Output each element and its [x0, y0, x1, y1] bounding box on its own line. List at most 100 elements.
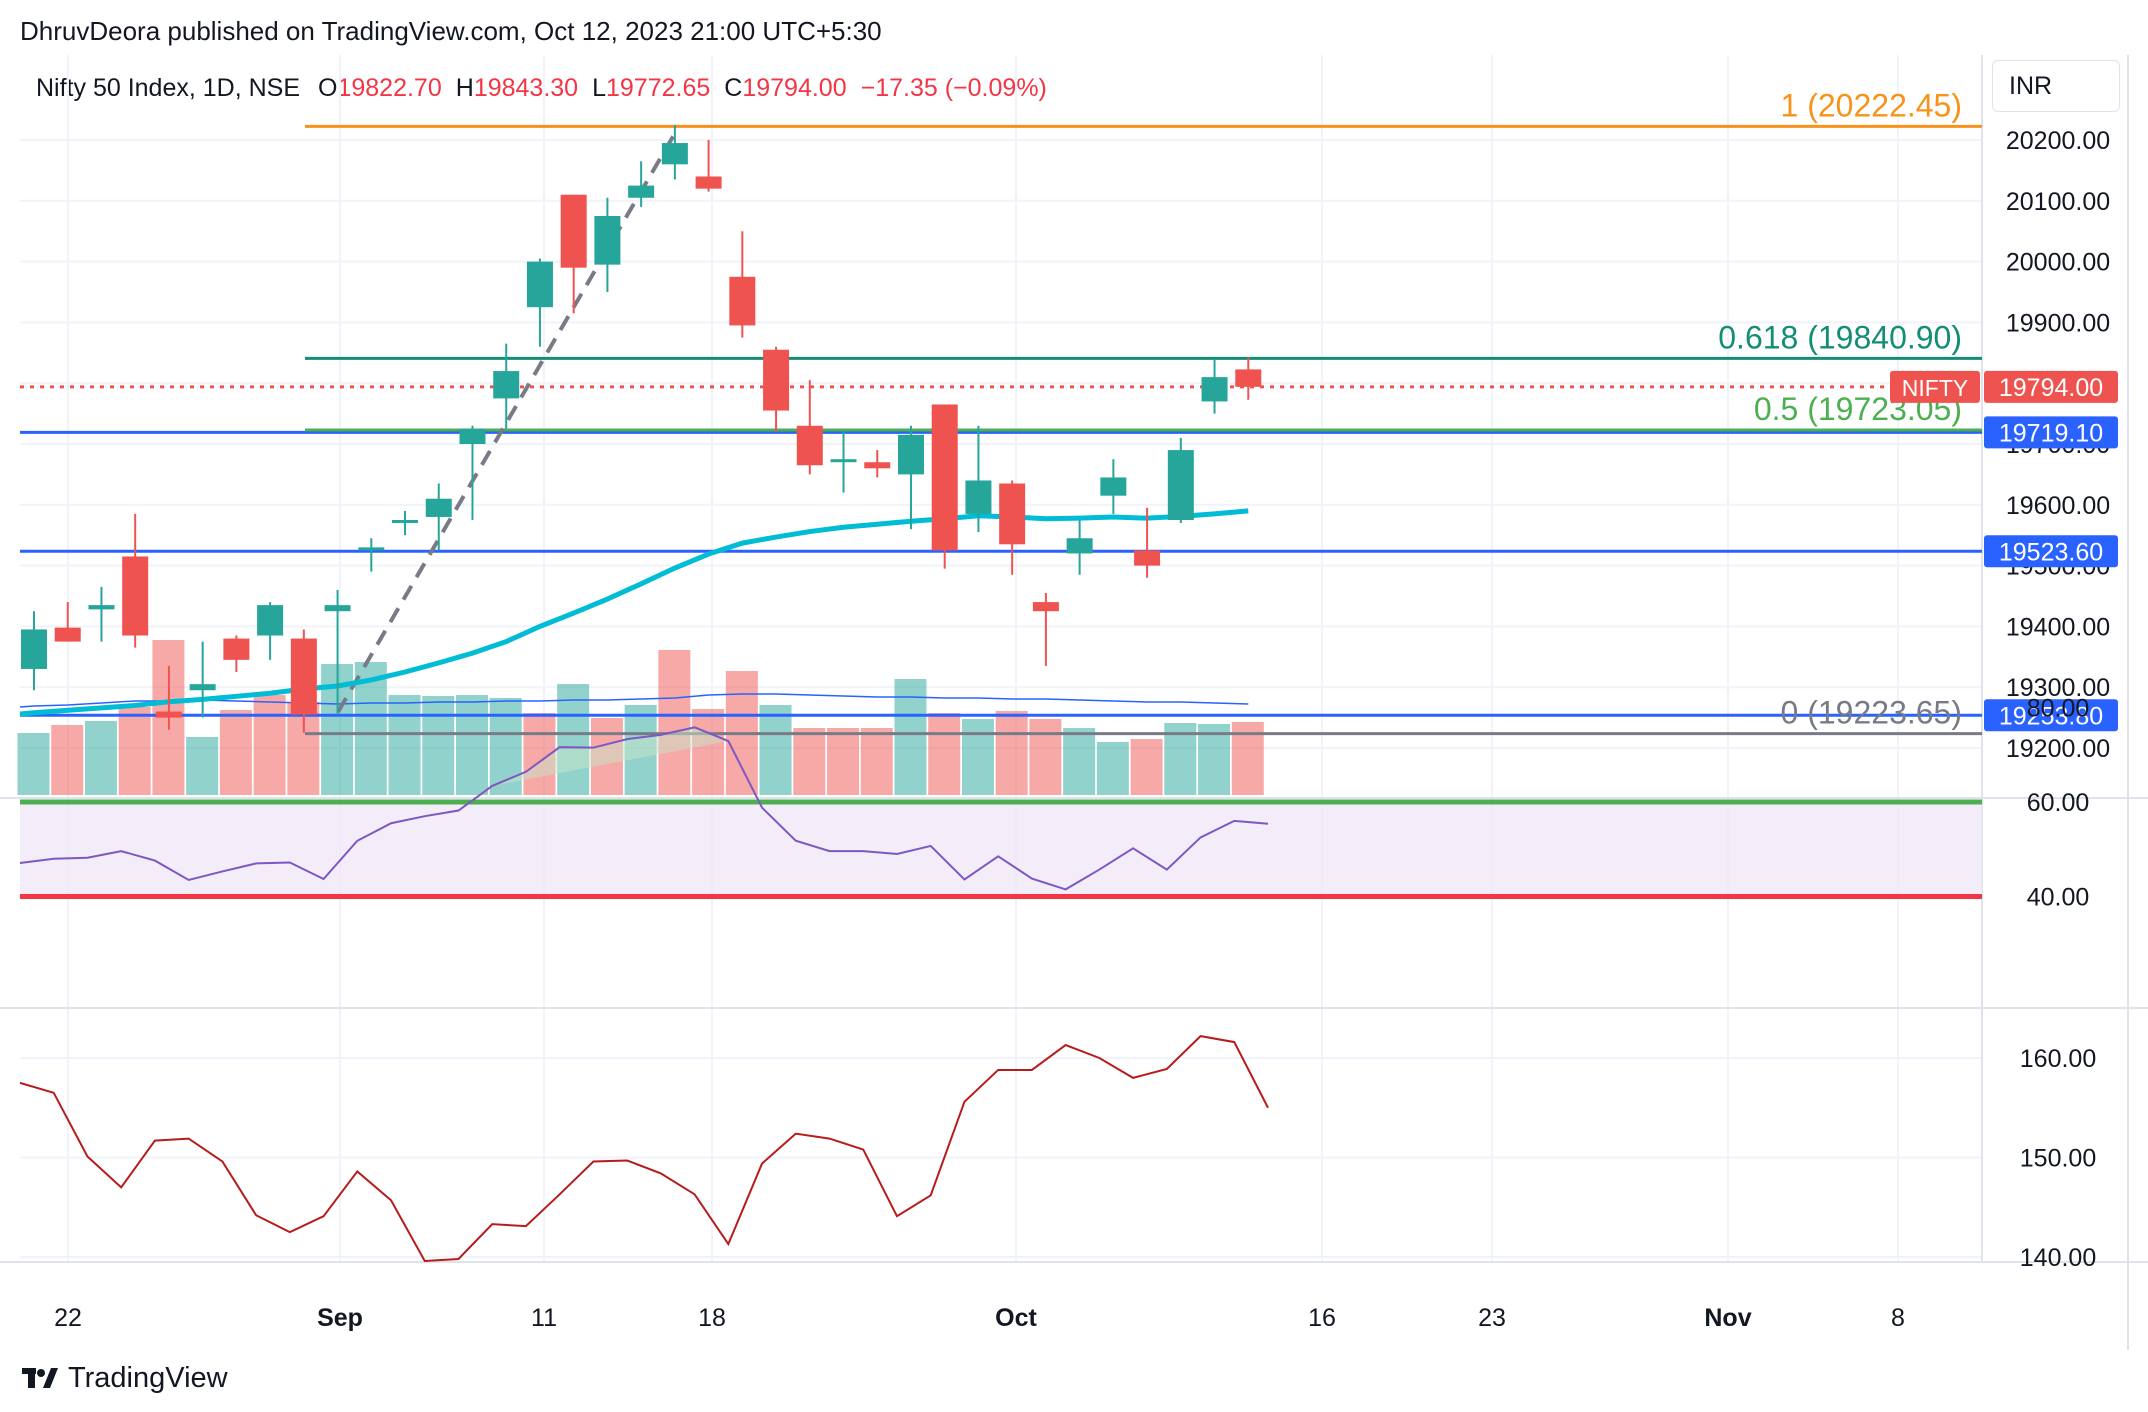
candle-body — [661, 143, 688, 165]
candle-body — [1066, 538, 1093, 554]
price-tag-box — [1984, 535, 2118, 568]
volume-bar — [995, 711, 1028, 795]
candle-body — [1134, 550, 1161, 566]
candle-body — [1201, 377, 1228, 402]
close-label: C — [724, 74, 743, 102]
candle-body — [1032, 602, 1059, 612]
candle-body — [864, 462, 891, 469]
time-axis-label: 22 — [54, 1304, 82, 1332]
close-value: 19794.00 — [742, 74, 847, 102]
candle-body — [763, 349, 790, 411]
price-axis-label: 19200.00 — [2006, 735, 2110, 763]
volume-bar — [186, 737, 219, 795]
tradingview-logo[interactable]: TradingView — [22, 1362, 228, 1395]
time-axis-label: 11 — [531, 1304, 557, 1332]
volume-bar — [1029, 719, 1062, 795]
price-tag-label: 19253.80 — [1999, 702, 2103, 730]
published-header: DhruvDeora published on TradingView.com,… — [20, 16, 882, 46]
symbol-legend: Nifty 50 Index, 1D, NSE O19822.70 H19843.3… — [36, 74, 1061, 103]
candle-body — [729, 276, 756, 326]
candle-body — [223, 638, 250, 660]
candle-body — [21, 629, 47, 669]
price-axis-label: 20000.00 — [2006, 249, 2110, 277]
volume-bar — [51, 725, 84, 795]
fib-level-label: 1 (20222.45) — [1781, 87, 1962, 123]
price-axis-label: 19300.00 — [2006, 674, 2110, 702]
rsi-band — [20, 802, 1982, 897]
rsi-line — [19, 726, 1269, 891]
indicator-axis-label: 160.00 — [2020, 1045, 2096, 1073]
high-label: H — [455, 74, 474, 102]
rsi-axis-label: 80.00 — [2027, 695, 2090, 723]
volume-bar — [253, 695, 286, 795]
volume-bar — [1063, 728, 1096, 795]
time-axis-label: 18 — [698, 1304, 726, 1332]
fib-level-label: 0.618 (19840.90) — [1718, 319, 1962, 355]
indicator-axis-label: 150.00 — [2020, 1145, 2096, 1173]
candle-body — [54, 627, 81, 642]
open-label: O — [318, 74, 338, 102]
candle-body — [189, 684, 216, 691]
candle-body — [257, 605, 284, 636]
volume-bar — [692, 709, 725, 795]
volume-bar — [17, 733, 50, 795]
time-axis-label: Nov — [1704, 1304, 1751, 1332]
candle-body — [459, 428, 486, 444]
candle-body — [695, 176, 722, 189]
price-axis-label: 19400.00 — [2006, 613, 2110, 641]
candle-body — [155, 711, 182, 718]
volume-bar — [928, 713, 961, 795]
candle-body — [897, 434, 924, 475]
high-value: 19843.30 — [473, 74, 579, 102]
candle-body — [1235, 369, 1262, 387]
volume-bar — [961, 719, 994, 795]
candle-body — [88, 605, 115, 610]
open-value: 19822.70 — [337, 74, 442, 102]
fib-level-label: 0 (19223.65) — [1781, 695, 1962, 731]
rsi-overbought-fill — [492, 727, 729, 786]
candle-body — [122, 556, 149, 636]
volume-bar — [84, 721, 117, 795]
symbol-tag-box — [1890, 370, 1980, 403]
candle-body — [358, 547, 385, 551]
candle-body — [290, 638, 317, 715]
volume-bar — [1096, 742, 1129, 795]
volume-bar — [658, 650, 691, 795]
fib-trend-line — [336, 126, 680, 714]
candle-body — [830, 459, 857, 463]
currency-selector[interactable]: INR — [1992, 60, 2120, 112]
low-value: 19772.65 — [606, 74, 711, 102]
volume-bar — [759, 705, 792, 795]
volume-bar — [557, 684, 590, 795]
volume-bar — [1198, 724, 1231, 795]
last-price-tag-box — [1984, 370, 2118, 403]
price-axis-label: 20100.00 — [2006, 188, 2110, 216]
candle-body — [493, 371, 520, 399]
candle-body — [999, 483, 1026, 545]
last-price-tag-label: 19794.00 — [1999, 374, 2103, 402]
time-axis-label: Sep — [317, 1304, 363, 1332]
candle-body — [392, 520, 419, 524]
candle-body — [425, 498, 452, 517]
volume-bar — [860, 728, 893, 795]
price-axis-label: 20200.00 — [2006, 127, 2110, 155]
volume-bar — [118, 707, 151, 795]
tradingview-logo-icon — [22, 1367, 58, 1388]
candle-body — [1167, 450, 1194, 520]
volume-bar — [894, 679, 927, 795]
rsi-axis-label: 60.00 — [2027, 789, 2090, 817]
time-axis-label: 23 — [1478, 1304, 1506, 1332]
candle-body — [526, 261, 553, 308]
price-tag-label: 19523.60 — [1999, 538, 2103, 566]
candle-body — [796, 425, 823, 466]
chart-canvas[interactable]: 1 (20222.45)0.618 (19840.90)0.5 (19723.0… — [0, 0, 2148, 1352]
volume-bar — [455, 695, 488, 795]
low-label: L — [592, 74, 606, 102]
symbol-name[interactable]: Nifty 50 Index, 1D, NSE — [36, 74, 301, 102]
candle-body — [931, 404, 958, 551]
candle-body — [965, 480, 992, 514]
time-axis-label: Oct — [995, 1304, 1037, 1332]
candle-body — [1100, 477, 1127, 496]
candle-body — [594, 216, 621, 265]
indicator-line — [19, 1035, 1269, 1263]
